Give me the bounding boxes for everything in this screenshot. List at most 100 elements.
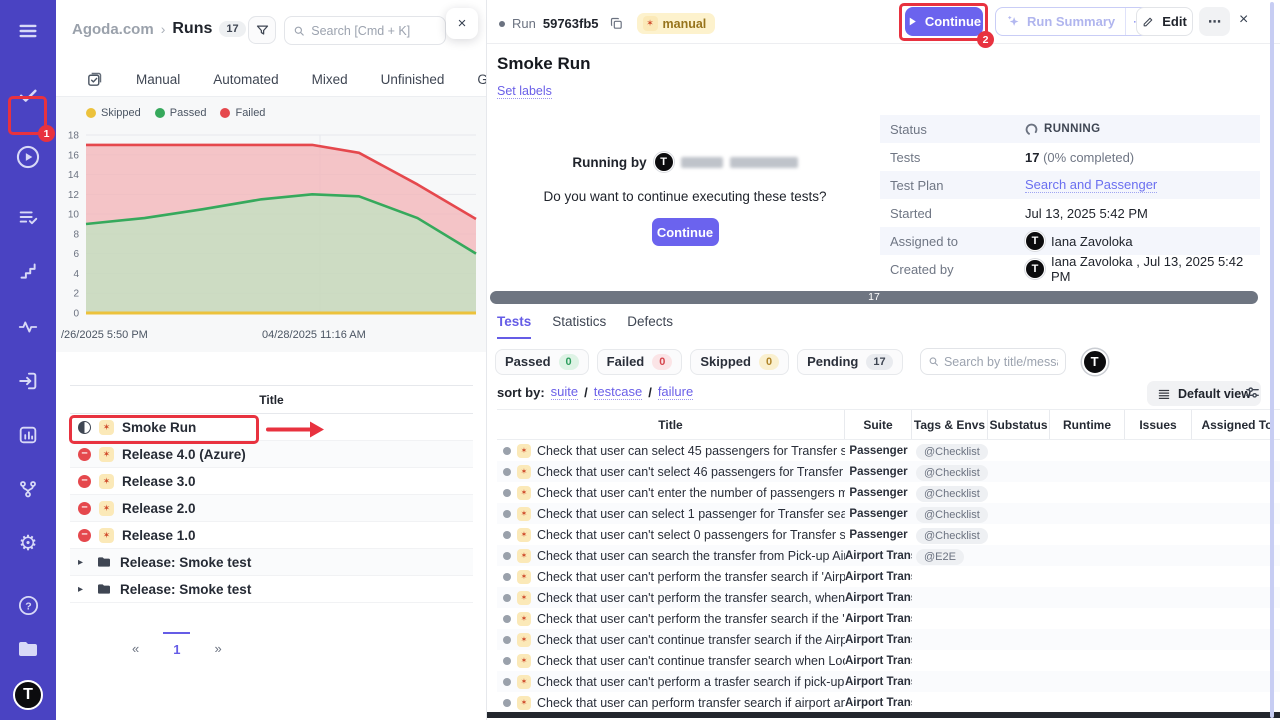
- filter-chip-skipped[interactable]: Skipped 0: [690, 348, 790, 375]
- runs-table-body: ✶ Smoke Run – ✶ Release 4.0 (Azure) – ✶ Release…: [70, 414, 473, 603]
- run-row[interactable]: ▸ Release: Smoke test: [70, 576, 473, 603]
- info-label: Test Plan: [890, 177, 944, 193]
- sort-separator: /: [648, 384, 652, 400]
- runs-table-header: Title: [70, 385, 473, 414]
- run-row[interactable]: – ✶ Release 4.0 (Azure): [70, 441, 473, 468]
- column-header-suite[interactable]: Suite: [845, 410, 912, 439]
- close-panel-button[interactable]: ×: [446, 8, 478, 39]
- pagination-page-1[interactable]: 1: [163, 632, 191, 665]
- filter-chip-passed[interactable]: Passed 0: [495, 348, 589, 375]
- column-header-assigned-to[interactable]: Assigned To: [1201, 417, 1273, 432]
- tab-statistics[interactable]: Statistics: [552, 314, 607, 329]
- filter-chip-pending[interactable]: Pending 17: [797, 348, 903, 375]
- test-row[interactable]: ✶ Check that user can't perform a trasfer…: [497, 671, 1280, 692]
- column-header-runtime[interactable]: Runtime: [1050, 410, 1125, 439]
- test-row[interactable]: ✶ Check that user can search the transfer…: [497, 545, 1280, 566]
- column-header-issues[interactable]: Issues: [1125, 410, 1192, 439]
- chip-count-badge: 0: [652, 353, 673, 370]
- tab-tests[interactable]: Tests: [497, 314, 532, 339]
- test-suite-cell: Airport Transfer: [845, 549, 912, 562]
- runs-tab-manual[interactable]: Manual: [136, 71, 181, 87]
- run-summary-button[interactable]: Run Summary: [996, 8, 1125, 35]
- pagination-next-button[interactable]: »: [214, 641, 222, 656]
- chevron-right-icon[interactable]: ▸: [78, 583, 84, 595]
- horizontal-scrollbar[interactable]: [487, 712, 1280, 718]
- run-row[interactable]: ✶ Smoke Run: [70, 414, 473, 441]
- chevron-right-icon[interactable]: ▸: [78, 556, 84, 568]
- set-labels-link[interactable]: Set labels: [497, 84, 552, 99]
- sort-link-failure[interactable]: failure: [657, 384, 694, 400]
- test-row[interactable]: ✶ Check that user can't perform the trans…: [497, 608, 1280, 629]
- sort-link-suite[interactable]: suite: [550, 384, 579, 400]
- running-by-label: Running by: [572, 154, 647, 170]
- milestones-steps-icon[interactable]: [8, 252, 48, 290]
- sort-link-testcase[interactable]: testcase: [593, 384, 643, 400]
- breadcrumb-project[interactable]: Agoda.com: [72, 20, 154, 38]
- tests-search[interactable]: [919, 348, 1066, 375]
- test-plan-link[interactable]: Search and Passenger: [1025, 177, 1158, 193]
- copy-run-id-button[interactable]: [609, 16, 624, 31]
- view-settings-button[interactable]: [1244, 384, 1261, 401]
- edit-run-button[interactable]: Edit: [1136, 7, 1193, 36]
- continue-prompt-button[interactable]: Continue: [651, 218, 719, 246]
- review-list-icon[interactable]: [8, 198, 48, 236]
- default-view-button[interactable]: Default view: [1147, 381, 1261, 406]
- run-row[interactable]: – ✶ Release 2.0: [70, 495, 473, 522]
- test-row[interactable]: ✶ Check that user can select 1 passenger …: [497, 503, 1280, 524]
- runs-tab-unfinished[interactable]: Unfinished: [380, 71, 445, 87]
- import-icon[interactable]: [8, 362, 48, 400]
- projects-folder-icon[interactable]: [8, 630, 48, 668]
- column-header-substatus[interactable]: Substatus: [988, 410, 1050, 439]
- close-run-button[interactable]: ×: [1239, 11, 1249, 28]
- test-row[interactable]: ✶ Check that user can select 45 passenger…: [497, 440, 1280, 461]
- tag-chip: @Checklist: [916, 506, 988, 523]
- sparkle-icon: [1008, 16, 1019, 26]
- runs-search-input[interactable]: [311, 23, 437, 38]
- run-row[interactable]: – ✶ Release 1.0: [70, 522, 473, 549]
- run-row[interactable]: – ✶ Release 3.0: [70, 468, 473, 495]
- spark-icon: ✶: [517, 443, 531, 458]
- test-row[interactable]: ✶ Check that user can't continue transfer…: [497, 629, 1280, 650]
- legend-dot: [154, 108, 165, 118]
- filter-button[interactable]: [248, 16, 276, 44]
- settings-gear-icon[interactable]: ⚙: [18, 531, 38, 555]
- vertical-scrollbar[interactable]: [1270, 2, 1274, 718]
- runs-search[interactable]: [284, 16, 446, 45]
- branch-icon[interactable]: [8, 470, 48, 508]
- test-runs-icon[interactable]: [8, 138, 48, 176]
- assignee-filter-avatar[interactable]: T: [1081, 348, 1108, 375]
- svg-text:8: 8: [73, 229, 79, 240]
- run-summary-button-group: Run Summary ⋯: [995, 7, 1154, 36]
- help-icon[interactable]: ?: [8, 586, 48, 624]
- reports-chart-icon[interactable]: [8, 416, 48, 454]
- svg-text:6: 6: [73, 249, 79, 260]
- test-row[interactable]: ✶ Check that user can't continue transfer…: [497, 650, 1280, 671]
- runs-tab-groups[interactable]: Groups: [477, 71, 487, 87]
- test-row[interactable]: ✶ Check that user can't perform the trans…: [497, 587, 1280, 608]
- tab-defects[interactable]: Defects: [627, 314, 674, 329]
- pulse-activity-icon[interactable]: [8, 308, 48, 346]
- runs-tab-mixed[interactable]: Mixed: [311, 71, 348, 87]
- test-row[interactable]: ✶ Check that user can perform transfer se…: [497, 692, 1280, 713]
- column-header-title[interactable]: Title: [497, 410, 845, 439]
- legend-dot: [86, 108, 96, 118]
- hamburger-menu-icon[interactable]: [8, 12, 48, 50]
- more-actions-button[interactable]: ⋯: [1199, 7, 1230, 36]
- runs-tab-automated[interactable]: Automated: [213, 71, 279, 87]
- continue-run-button[interactable]: Continue: [905, 7, 983, 36]
- workspace-avatar[interactable]: T: [13, 680, 43, 710]
- column-header-tags-envs[interactable]: Tags & Envs: [912, 410, 988, 439]
- tag-chip: @Checklist: [916, 443, 988, 460]
- run-row[interactable]: ▸ Release: Smoke test: [70, 549, 473, 576]
- tests-search-input[interactable]: [943, 354, 1058, 369]
- test-title-cell: ✶ Check that user can't continue transfer…: [497, 653, 845, 668]
- filter-chip-failed[interactable]: Failed 0: [596, 348, 683, 375]
- test-cases-icon[interactable]: [8, 76, 48, 114]
- pagination-prev-button[interactable]: «: [132, 641, 140, 656]
- breadcrumb-separator: ›: [160, 21, 166, 37]
- select-all-icon[interactable]: [86, 71, 103, 88]
- test-row[interactable]: ✶ Check that user can't enter the number …: [497, 482, 1280, 503]
- test-row[interactable]: ✶ Check that user can't perform the trans…: [497, 566, 1280, 587]
- test-row[interactable]: ✶ Check that user can't select 46 passeng…: [497, 461, 1280, 482]
- test-row[interactable]: ✶ Check that user can't select 0 passenge…: [497, 524, 1280, 545]
